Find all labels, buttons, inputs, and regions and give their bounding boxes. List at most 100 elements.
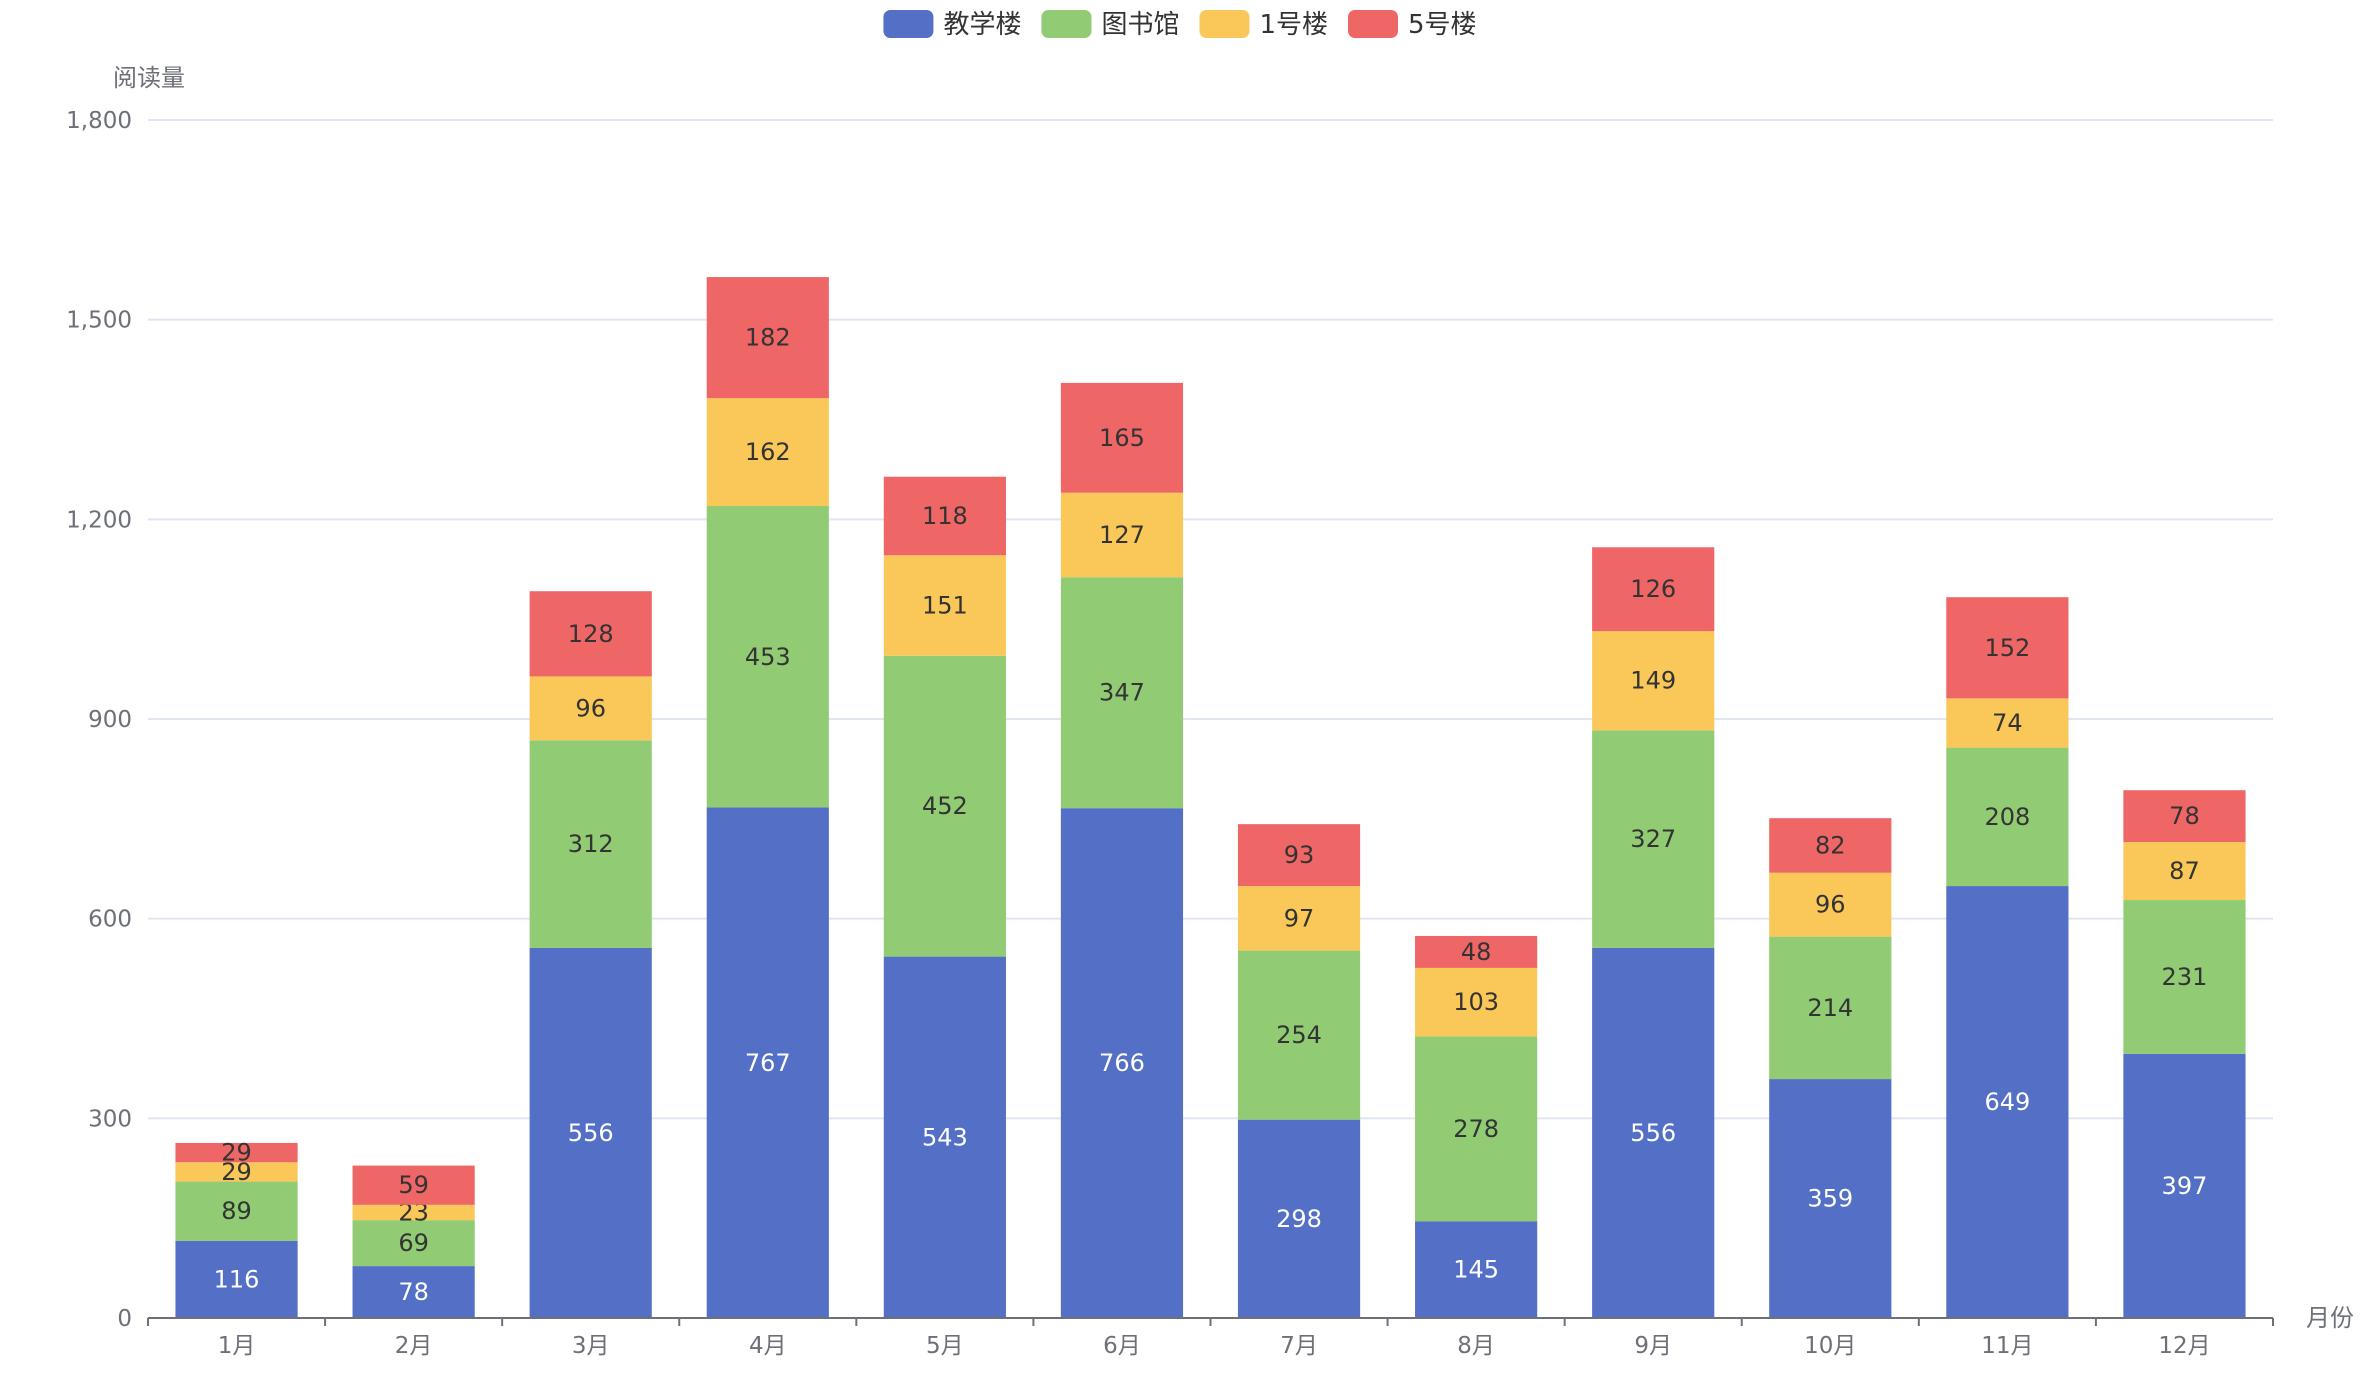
legend-swatch (1041, 10, 1092, 38)
bar-segment (1769, 872, 1892, 937)
bar-value-label: 556 (1630, 1119, 1676, 1147)
bar-segment (883, 476, 1006, 556)
bar-value-label: 78 (398, 1278, 429, 1306)
bar-value-label: 208 (1984, 803, 2030, 831)
bar-segment (706, 807, 829, 1318)
bar-segment (2123, 842, 2246, 901)
bar-value-label: 127 (1099, 521, 1145, 549)
bar-segment (529, 947, 652, 1318)
bar-value-label: 118 (922, 502, 968, 530)
x-tick-label: 1月 (218, 1333, 256, 1359)
y-tick-label: 600 (88, 907, 132, 933)
bar-value-label: 69 (398, 1229, 429, 1257)
bar-segment (2123, 790, 2246, 843)
legend-item[interactable]: 5号楼 (1348, 10, 1477, 40)
bar-segment (1415, 967, 1538, 1037)
legend-label: 图书馆 (1101, 10, 1179, 40)
bar-value-label: 89 (221, 1197, 252, 1225)
bar-segment (1946, 747, 2069, 887)
bar-segment (352, 1204, 475, 1221)
x-axis: 1月 2月 3月 4月 5月 6月 7月 8月 9月 10月 11月 12月 (147, 1317, 2274, 1359)
y-tick-label: 300 (88, 1106, 132, 1132)
bar-segment (1592, 947, 1715, 1318)
bar-value-label: 96 (1815, 891, 1846, 919)
bar-segment (2123, 1053, 2246, 1318)
bar-segment (1060, 492, 1184, 578)
bar-value-label: 214 (1807, 994, 1853, 1022)
x-axis-title: 月份 (2306, 1304, 2354, 1332)
bar-value-label: 145 (1453, 1256, 1499, 1284)
bar-value-label: 126 (1630, 575, 1676, 603)
bar-segment (1592, 631, 1715, 731)
x-tick-label: 2月 (395, 1333, 433, 1359)
bar-segment (1946, 597, 2069, 699)
legend-label: 1号楼 (1259, 10, 1328, 40)
bar-value-label: 82 (1815, 831, 1846, 859)
bar-segment (1237, 886, 1361, 951)
y-tick-label: 0 (117, 1306, 132, 1332)
bar-segment (706, 398, 829, 507)
bar-value-label: 78 (2169, 802, 2200, 830)
y-axis-ticks: 0 300 600 900 1,200 1,500 1,800 (66, 108, 132, 1332)
legend-item[interactable]: 1号楼 (1199, 10, 1328, 40)
bar-segment (2123, 900, 2246, 1054)
bar-value-label: 151 (922, 592, 968, 620)
bar-segment (1769, 818, 1892, 873)
x-tick-label: 10月 (1804, 1333, 1856, 1359)
bar-value-label: 649 (1984, 1088, 2030, 1116)
y-tick-label: 900 (88, 707, 132, 733)
legend-item[interactable]: 教学楼 (883, 10, 1021, 40)
bar-value-label: 556 (568, 1119, 614, 1147)
bar-value-label: 452 (922, 792, 968, 820)
bar-value-label: 74 (1992, 709, 2023, 737)
bar-segment (1237, 950, 1361, 1120)
bar-value-label: 182 (745, 324, 791, 352)
legend-swatch (1348, 10, 1399, 38)
legend-swatch (883, 10, 934, 38)
bar-segment (1237, 1119, 1361, 1318)
bar-segment (1415, 1221, 1538, 1318)
bar-value-label: 152 (1984, 634, 2030, 662)
bar-segment (883, 655, 1006, 957)
bar-value-label: 48 (1461, 938, 1492, 966)
bar-segment (706, 277, 829, 399)
bar-segment (1060, 382, 1184, 493)
x-tick-label: 6月 (1103, 1333, 1141, 1359)
bar-value-label: 766 (1099, 1049, 1145, 1077)
bar-segment (1415, 935, 1538, 968)
bar-segment (175, 1181, 298, 1241)
bar-value-label: 116 (214, 1265, 260, 1293)
bar-segment (883, 956, 1006, 1318)
bar-value-label: 254 (1276, 1021, 1322, 1049)
bar-value-label: 59 (398, 1171, 429, 1199)
x-tick-label: 11月 (1981, 1333, 2033, 1359)
bar-value-label: 103 (1453, 988, 1499, 1016)
bar-value-label: 165 (1099, 424, 1145, 452)
bar-segment (1060, 577, 1184, 809)
bar-value-label: 162 (745, 438, 791, 466)
bar-value-label: 29 (221, 1158, 252, 1186)
bar-segment (1592, 730, 1715, 948)
bar-value-label: 231 (2162, 963, 2208, 991)
bar-value-label: 29 (221, 1139, 252, 1167)
bar-segment (1592, 547, 1715, 632)
bar-value-label: 312 (568, 830, 614, 858)
bar-value-label: 93 (1284, 841, 1315, 869)
x-tick-label: 9月 (1634, 1333, 1672, 1359)
bar-value-label: 359 (1807, 1185, 1853, 1213)
legend-item[interactable]: 图书馆 (1041, 10, 1179, 40)
bar-segment (883, 555, 1006, 656)
x-tick-label: 5月 (926, 1333, 964, 1359)
x-tick-label: 4月 (749, 1333, 787, 1359)
bar-value-label: 97 (1284, 904, 1315, 932)
bar-segment (175, 1240, 298, 1318)
grid-lines (148, 119, 2273, 1120)
bar-segment (706, 506, 829, 808)
x-tick-label: 7月 (1280, 1333, 1318, 1359)
y-tick-label: 1,200 (66, 507, 132, 533)
bar-value-label: 767 (745, 1049, 791, 1077)
bar-value-label: 347 (1099, 679, 1145, 707)
bar-value-label: 327 (1630, 825, 1676, 853)
x-tick-label: 3月 (572, 1333, 610, 1359)
